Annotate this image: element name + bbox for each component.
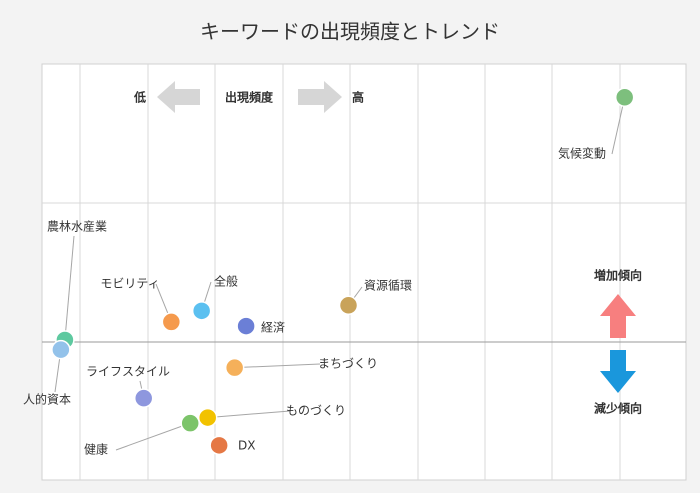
point-label: DX bbox=[238, 439, 255, 453]
arrow-left bbox=[157, 81, 200, 113]
axis-label: 出現頻度 bbox=[225, 90, 274, 105]
point-label: 農林水産業 bbox=[47, 219, 107, 234]
point-label: 経済 bbox=[261, 320, 285, 335]
point bbox=[191, 301, 212, 321]
leader-line bbox=[234, 363, 321, 369]
arrow-down bbox=[600, 350, 636, 393]
chart-title: キーワードの出現頻度とトレンド bbox=[200, 20, 500, 44]
point bbox=[197, 407, 218, 428]
point-label: まちづくり bbox=[318, 357, 378, 371]
high-label: 高 bbox=[352, 90, 364, 105]
point bbox=[236, 316, 256, 336]
leader-line bbox=[115, 422, 191, 451]
point bbox=[614, 87, 635, 108]
point bbox=[51, 339, 71, 360]
point bbox=[180, 413, 200, 433]
point bbox=[133, 388, 154, 408]
low-label: 低 bbox=[133, 90, 146, 105]
point bbox=[161, 312, 182, 332]
leader-line bbox=[64, 235, 75, 340]
point bbox=[224, 357, 245, 378]
point-label: 資源循環 bbox=[364, 279, 412, 293]
grid bbox=[42, 64, 686, 480]
point-label: 人的資本 bbox=[23, 392, 71, 407]
arrow-right bbox=[298, 81, 342, 113]
point-label: ものづくり bbox=[286, 404, 346, 418]
down-label: 減少傾向 bbox=[594, 401, 642, 416]
arrow-up bbox=[600, 294, 636, 338]
point bbox=[338, 295, 359, 316]
leader-line bbox=[207, 410, 291, 419]
point-label: モビリティ bbox=[100, 277, 159, 291]
point-label: 健康 bbox=[84, 442, 108, 457]
point-label: 気候変動 bbox=[558, 146, 606, 161]
up-label: 増加傾向 bbox=[594, 268, 642, 283]
point bbox=[209, 435, 229, 456]
point-label: 全般 bbox=[214, 274, 238, 289]
plot-area bbox=[41, 63, 687, 481]
point-label: ライフスタイル bbox=[86, 365, 170, 379]
